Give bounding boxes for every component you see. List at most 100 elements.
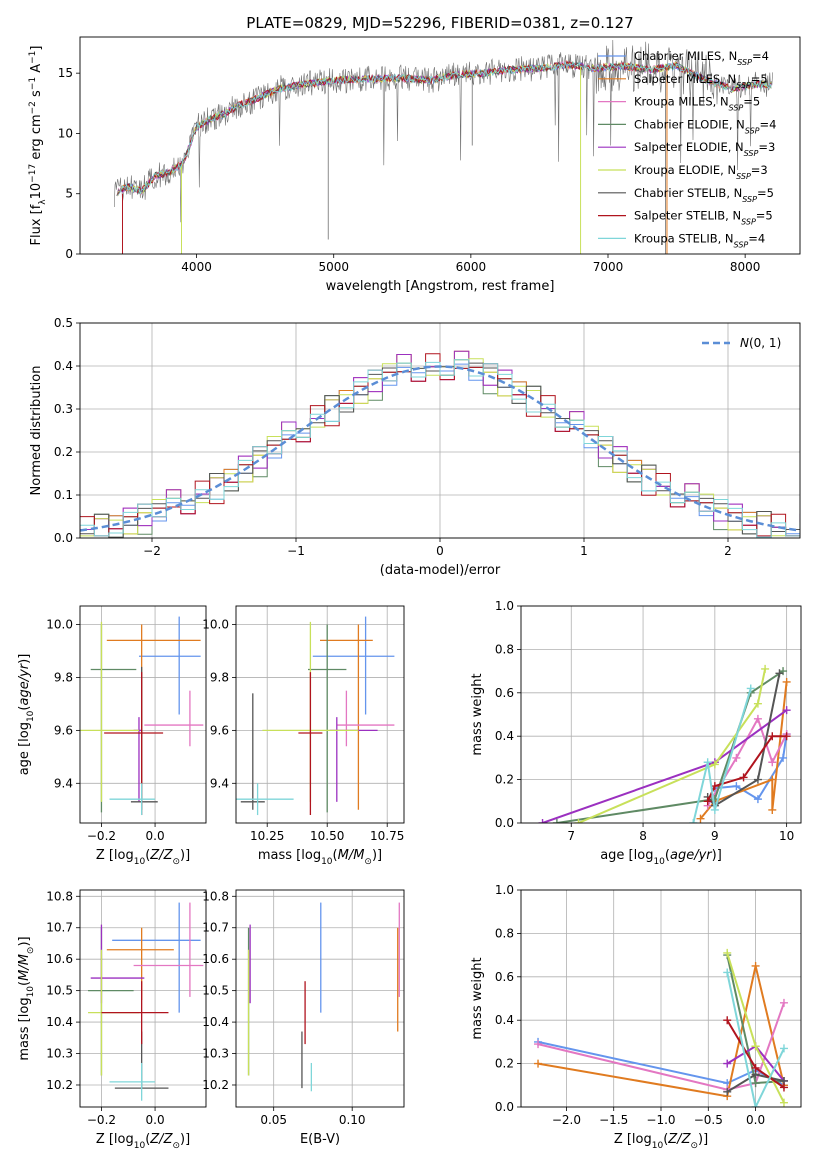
weight-marker-stelib_salpeter (768, 732, 777, 741)
y-tick-label: 9.8 (210, 670, 229, 684)
residuals-panel: −2 −1 0 1 2 0.0 0.1 0.2 0.3 0.4 0.5 (data-model)/er… (29, 316, 801, 578)
axes-frame (79, 605, 207, 824)
x-tick-label: 10.25 (250, 829, 284, 843)
y-tick-label: 10.3 (46, 1047, 73, 1061)
weight-marker-elodie_salpeter (723, 1059, 732, 1068)
y-axis-label: Normed distribution (29, 366, 44, 496)
y-tick-label: 0.0 (54, 531, 73, 545)
axes-frame (79, 36, 801, 255)
weight-marker-elodie_kroupa (574, 819, 583, 823)
y-tick-label: 0.8 (495, 926, 514, 940)
x-tick-label: 0.05 (260, 1113, 287, 1127)
x-axis-label: E(B-V) (300, 1132, 340, 1147)
weight-marker-stelib_salpeter (703, 797, 712, 806)
x-tick-label: 8000 (730, 260, 761, 274)
y-tick-label: 0 (65, 247, 73, 261)
y-tick-label: 10.6 (46, 952, 73, 966)
y-tick-label: 0.2 (495, 773, 514, 787)
weight-marker-stelib_salpeter (723, 1016, 732, 1025)
axes-frame (235, 605, 405, 824)
x-tick-label: 2 (724, 544, 732, 558)
mass_vs_ebv-panel: 0.05 0.10 10.2 10.3 10.4 10.5 10.6 10.7 10.8 E(B-… (202, 889, 405, 1147)
legend-label-elodie_salpeter: Salpeter ELODIE, NSSP=3 (634, 140, 775, 158)
weight-marker-stelib_kroupa (723, 968, 732, 977)
x-tick-label: −2.0 (552, 1113, 581, 1127)
age_vs_Z-panel: −0.2 0.0 9.4 9.6 9.8 10.0 Z [log10(Z/Z⊙)] age [… (17, 605, 207, 867)
x-tick-label: −2 (143, 544, 161, 558)
x-tick-label: −0.5 (694, 1113, 723, 1127)
legend-label-stelib_chabrier: Chabrier STELIB, NSSP=5 (634, 186, 774, 204)
x-tick-label: 8 (639, 829, 647, 843)
weight-marker-miles_salpeter (782, 677, 791, 686)
x-tick-label: −1.0 (646, 1113, 675, 1127)
x-axis-label: (data-model)/error (380, 563, 501, 578)
x-tick-label: 4000 (181, 260, 212, 274)
weight-marker-miles_salpeter (534, 1059, 543, 1068)
x-axis-label: Z [log10(Z/Z⊙)] (96, 848, 190, 867)
y-tick-label: 10.2 (46, 1078, 73, 1092)
y-tick-label: 5 (65, 187, 73, 201)
axes-frame (79, 322, 801, 539)
y-tick-label: 10.0 (46, 618, 73, 632)
axes-frame (235, 889, 405, 1108)
y-tick-label: 10.7 (202, 921, 229, 935)
y-tick-label: 0.2 (54, 445, 73, 459)
y-axis-label: Flux [fλ10−17 erg cm−2 s−1 A−1] (28, 46, 48, 246)
x-tick-label: 9 (711, 829, 719, 843)
legend-label-miles_salpeter: Salpeter MILES, NSSP=5 (634, 72, 768, 90)
x-tick-label: −0.2 (87, 1113, 116, 1127)
y-tick-label: 0.4 (495, 729, 514, 743)
y-tick-label: 10.2 (202, 1078, 229, 1092)
weight-marker-stelib_salpeter (779, 1083, 788, 1092)
y-tick-label: 10.6 (202, 952, 229, 966)
weight-marker-elodie_kroupa (753, 699, 762, 708)
x-tick-label: −1 (287, 544, 305, 558)
weight-marker-elodie_kroupa (779, 1098, 788, 1107)
weight-marker-miles_salpeter (768, 805, 777, 814)
y-tick-label: 0.3 (54, 402, 73, 416)
y-tick-label: 10 (58, 126, 73, 140)
x-tick-label: 10.75 (370, 829, 404, 843)
y-tick-label: 1.0 (495, 883, 514, 897)
weight-marker-stelib_chabrier (753, 775, 762, 784)
legend-label-elodie_chabrier: Chabrier ELODIE, NSSP=4 (634, 117, 776, 135)
x-axis-label: Z [log10(Z/Z⊙)] (614, 1132, 708, 1151)
weight-marker-stelib_chabrier (775, 669, 784, 678)
y-tick-label: 10.7 (46, 921, 73, 935)
y-tick-label: 9.6 (54, 723, 73, 737)
y-tick-label: 9.6 (210, 723, 229, 737)
y-tick-label: 10.4 (46, 1015, 73, 1029)
x-tick-label: 6000 (456, 260, 487, 274)
y-tick-label: 10.3 (202, 1047, 229, 1061)
weight-marker-stelib_salpeter (739, 773, 748, 782)
weight-marker-elodie_kroupa (710, 760, 719, 769)
weight-marker-miles_kroupa (779, 998, 788, 1007)
legend-label-stelib_kroupa: Kroupa STELIB, NSSP=4 (634, 231, 765, 249)
y-tick-label: 0.0 (495, 816, 514, 830)
y-tick-label: 10.5 (46, 984, 73, 998)
weight-marker-stelib_kroupa (779, 1044, 788, 1053)
legend-label-stelib_salpeter: Salpeter STELIB, NSSP=5 (634, 209, 773, 227)
y-axis-label: age [log10(age/yr)] (17, 654, 36, 776)
age_vs_mass-panel: 10.25 10.50 10.75 9.4 9.6 9.8 10.0 mass [log10(… (202, 605, 405, 867)
weight-marker-miles_kroupa (534, 1040, 543, 1049)
weight-marker-elodie_salpeter (782, 706, 791, 715)
weight_vs_Z-panel: −2.0 −1.5 −1.0 −0.5 0.0 0.0 0.2 0.4 0.6 0.8 1.0 Z [… (470, 883, 802, 1151)
weight-marker-stelib_salpeter (782, 732, 791, 741)
weight-marker-miles_chabrier (753, 795, 762, 804)
y-tick-label: 0.2 (495, 1057, 514, 1071)
y-axis-label: mass weight (470, 673, 485, 755)
weight-marker-miles_salpeter (751, 961, 760, 970)
y-tick-label: 9.4 (210, 776, 229, 790)
weight-marker-elodie_salpeter (538, 819, 547, 823)
x-axis-label: mass [log10(M/M⊙)] (258, 848, 382, 867)
x-tick-label: 7000 (593, 260, 624, 274)
spectrum-lines (114, 39, 773, 254)
y-tick-label: 0.4 (495, 1013, 514, 1027)
weight_vs_age-panel: 7 8 9 10 0.0 0.2 0.4 0.6 0.8 1.0 age [log10(age/yr… (470, 599, 802, 867)
y-tick-label: 0.6 (495, 970, 514, 984)
x-tick-label: −0.2 (87, 829, 116, 843)
x-axis-label: wavelength [Angstrom, rest frame] (326, 279, 555, 294)
x-tick-label: 1 (580, 544, 588, 558)
